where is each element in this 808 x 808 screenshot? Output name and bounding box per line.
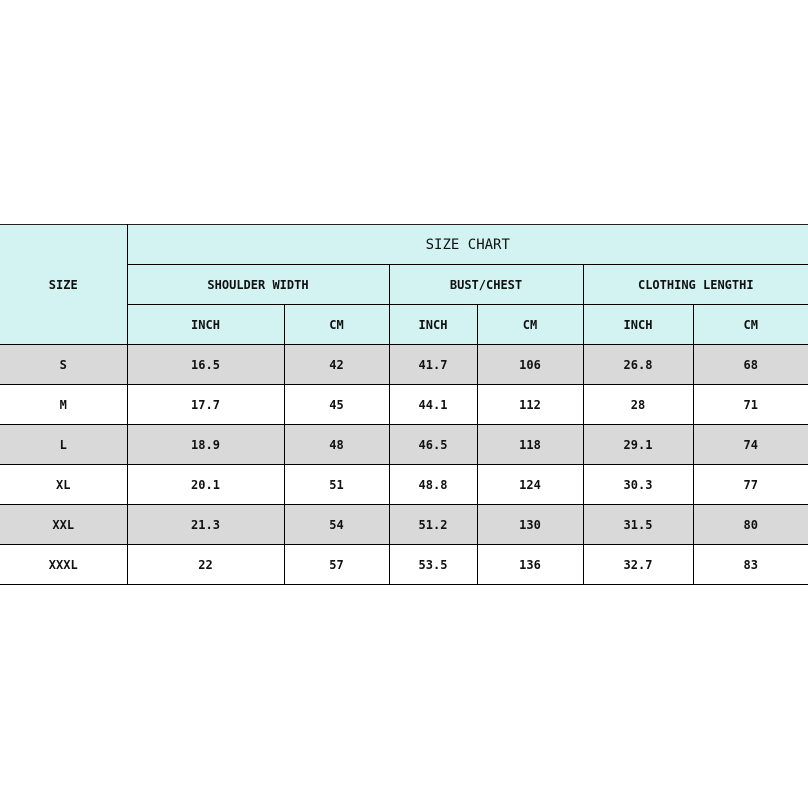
- value-cell: 20.1: [126, 464, 285, 505]
- value-cell: 83: [692, 544, 808, 585]
- size-cell: XXL: [0, 504, 128, 545]
- value-cell: 51.2: [388, 504, 478, 545]
- value-cell: 18.9: [126, 424, 285, 465]
- table-row: XXL 21.3 54 51.2 130 31.5 80: [0, 504, 808, 545]
- value-cell: 22: [126, 544, 285, 585]
- value-cell: 71: [692, 384, 808, 425]
- value-cell: 68: [692, 344, 808, 385]
- unit-header: CM: [476, 304, 584, 345]
- value-cell: 29.1: [582, 424, 694, 465]
- table-row: XL 20.1 51 48.8 124 30.3 77: [0, 464, 808, 505]
- value-cell: 28: [582, 384, 694, 425]
- value-cell: 54: [283, 504, 390, 545]
- unit-header: INCH: [582, 304, 694, 345]
- value-cell: 44.1: [388, 384, 478, 425]
- value-cell: 32.7: [582, 544, 694, 585]
- value-cell: 112: [476, 384, 584, 425]
- value-cell: 51: [283, 464, 390, 505]
- table-row: S 16.5 42 41.7 106 26.8 68: [0, 344, 808, 385]
- unit-header: INCH: [127, 304, 285, 345]
- value-cell: 16.5: [126, 344, 285, 385]
- table-row: L 18.9 48 46.5 118 29.1 74: [0, 424, 808, 465]
- value-cell: 74: [692, 424, 808, 465]
- size-cell: S: [0, 344, 128, 385]
- table-row: M 17.7 45 44.1 112 28 71: [0, 384, 808, 425]
- value-cell: 30.3: [582, 464, 694, 505]
- size-cell: XL: [0, 464, 128, 505]
- group-header-shoulder: SHOULDER WIDTH: [127, 264, 390, 305]
- value-cell: 45: [283, 384, 390, 425]
- size-cell: XXXL: [0, 544, 128, 585]
- value-cell: 21.3: [126, 504, 285, 545]
- value-cell: 124: [476, 464, 584, 505]
- value-cell: 106: [476, 344, 584, 385]
- value-cell: 42: [283, 344, 390, 385]
- value-cell: 77: [692, 464, 808, 505]
- value-cell: 118: [476, 424, 584, 465]
- value-cell: 48.8: [388, 464, 478, 505]
- group-header-bust: BUST/CHEST: [388, 264, 584, 305]
- chart-title: SIZE CHART: [126, 224, 808, 265]
- group-header-length: CLOTHING LENGTHI: [582, 264, 808, 305]
- value-cell: 48: [283, 424, 390, 465]
- unit-header: CM: [692, 304, 808, 345]
- value-cell: 53.5: [388, 544, 478, 585]
- unit-header: INCH: [388, 304, 478, 345]
- value-cell: 46.5: [388, 424, 478, 465]
- size-chart-table: SIZE SIZE CHART SHOULDER WIDTH BUST/CHES…: [0, 224, 808, 585]
- table-row: XXXL 22 57 53.5 136 32.7 83: [0, 544, 808, 585]
- value-cell: 31.5: [582, 504, 694, 545]
- value-cell: 130: [476, 504, 584, 545]
- value-cell: 41.7: [388, 344, 478, 385]
- size-cell: L: [0, 424, 128, 465]
- value-cell: 26.8: [582, 344, 694, 385]
- size-cell: M: [0, 384, 128, 425]
- value-cell: 17.7: [126, 384, 285, 425]
- unit-header: CM: [283, 304, 390, 345]
- value-cell: 136: [476, 544, 584, 585]
- value-cell: 57: [283, 544, 390, 585]
- size-header: SIZE: [0, 224, 128, 345]
- value-cell: 80: [692, 504, 808, 545]
